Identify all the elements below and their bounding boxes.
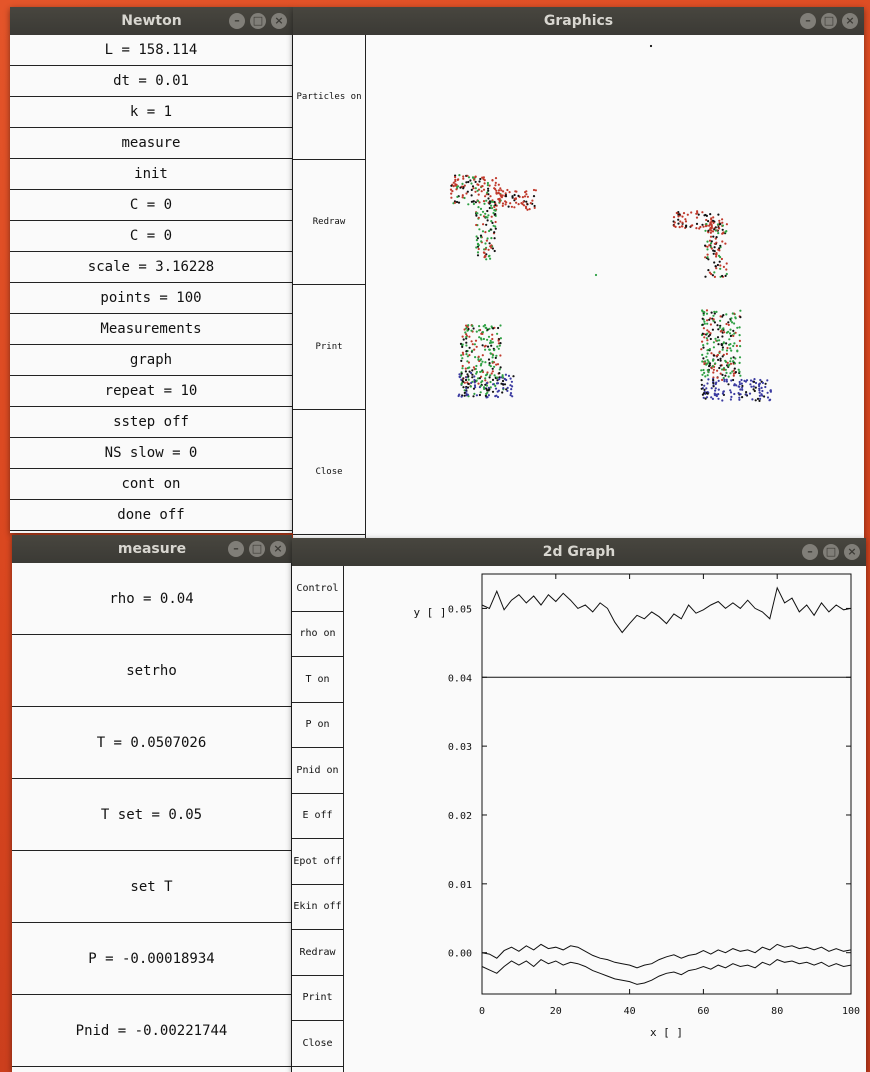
plot-frame: [481, 573, 852, 995]
close-icon[interactable]: ×: [842, 13, 858, 29]
particle-cluster-top-left-arm: [449, 174, 502, 206]
y-tick-label: 0.04: [448, 673, 472, 684]
done-off-button[interactable]: done off: [10, 500, 292, 531]
particle-cluster-bottom-left-base: [457, 371, 515, 399]
close-icon[interactable]: ×: [271, 13, 287, 29]
graph2d-content: Control rho on T on P on Pnid on E off Epot of…: [292, 566, 866, 1072]
graphics-button-column: Particles on Redraw Print Close: [293, 35, 366, 538]
setrho-button[interactable]: setrho: [12, 635, 291, 707]
particle-cluster-bottom-left-body: [459, 324, 502, 386]
x-tick-label: 60: [697, 1006, 709, 1017]
e-off-button[interactable]: E off: [292, 793, 343, 839]
set-t-button[interactable]: set T: [12, 851, 291, 923]
maximize-icon[interactable]: □: [823, 544, 839, 560]
graph2d-title: 2d Graph: [542, 544, 616, 560]
x-tick-label: 40: [624, 1006, 636, 1017]
particle-canvas[interactable]: [366, 35, 864, 538]
maximize-icon[interactable]: □: [250, 13, 266, 29]
graphics-titlebar[interactable]: Graphics – □ ×: [293, 7, 864, 35]
x-tick-label: 80: [771, 1006, 783, 1017]
ekin-off-button[interactable]: Ekin off: [292, 884, 343, 930]
init-button[interactable]: init: [10, 159, 292, 190]
rho-0-04-button[interactable]: rho = 0.04: [12, 563, 291, 635]
x-tick-label: 20: [550, 1006, 562, 1017]
graph-button[interactable]: graph: [10, 345, 292, 376]
particle-cluster-top-left-stem: [475, 199, 497, 261]
pnid-on-button[interactable]: Pnid on: [292, 748, 343, 794]
measure-titlebar[interactable]: measure – □ ×: [12, 535, 292, 563]
t-0-0507026-button[interactable]: T = 0.0507026: [12, 707, 291, 779]
redraw-button[interactable]: Redraw: [293, 160, 365, 285]
t-set-0-05-button[interactable]: T set = 0.05: [12, 779, 291, 851]
ns-slow-0-button[interactable]: NS slow = 0: [10, 438, 292, 469]
y-tick-label: 0.01: [448, 880, 472, 891]
c-0-button[interactable]: C = 0: [10, 221, 292, 252]
graphics-title: Graphics: [543, 13, 614, 29]
l-158-114-button[interactable]: L = 158.114: [10, 35, 292, 66]
newton-button-list: L = 158.114 dt = 0.01 k = 1 measure init C = …: [10, 35, 293, 533]
c-0-button[interactable]: C = 0: [10, 190, 292, 221]
repeat-10-button[interactable]: repeat = 10: [10, 376, 292, 407]
x-tick-label: 0: [479, 1006, 485, 1017]
measurements-button[interactable]: Measurements: [10, 314, 292, 345]
y-tick-label: 0.05: [448, 604, 472, 615]
close-button[interactable]: Close: [293, 410, 365, 535]
graphics-window: Graphics – □ × Particles on Redraw Print Cl…: [293, 7, 864, 538]
pnid-0-00221744-button[interactable]: Pnid = -0.00221744: [12, 995, 291, 1067]
maximize-icon[interactable]: □: [249, 541, 265, 557]
t-on-button[interactable]: T on: [292, 657, 343, 703]
particle-cluster-bottom-right-base: [700, 377, 772, 402]
dt-0-01-button[interactable]: dt = 0.01: [10, 66, 292, 97]
series-line-t: [481, 586, 852, 634]
print-button[interactable]: Print: [292, 975, 343, 1021]
x-axis-label: x [ ]: [650, 1026, 683, 1039]
k-1-button[interactable]: k = 1: [10, 97, 292, 128]
stray-particle: [594, 273, 598, 277]
particles-on-button[interactable]: Particles on: [293, 35, 365, 160]
redraw-button[interactable]: Redraw: [292, 930, 343, 976]
x-tick-label: 100: [842, 1006, 860, 1017]
y-axis-label: y [ ]: [413, 606, 446, 619]
minimize-icon[interactable]: –: [228, 541, 244, 557]
close-icon[interactable]: ×: [844, 544, 860, 560]
points-100-button[interactable]: points = 100: [10, 283, 292, 314]
minimize-icon[interactable]: –: [802, 544, 818, 560]
epot-off-button[interactable]: Epot off: [292, 839, 343, 885]
stray-particle: [649, 44, 653, 48]
rho-on-button[interactable]: rho on: [292, 611, 343, 657]
series-line-p: [481, 943, 852, 969]
graphics-content: Particles on Redraw Print Close: [293, 35, 864, 538]
graph2d-titlebar[interactable]: 2d Graph – □ ×: [292, 538, 866, 566]
particle-cluster-bottom-right-body: [700, 309, 742, 382]
measure-title: measure: [117, 541, 187, 557]
sstep-off-button[interactable]: sstep off: [10, 407, 292, 438]
p-on-button[interactable]: P on: [292, 702, 343, 748]
particle-cluster-top-right-top: [672, 210, 724, 230]
p-0-00018934-button[interactable]: P = -0.00018934: [12, 923, 291, 995]
control-button[interactable]: Control: [292, 566, 343, 612]
newton-window: Newton – □ × L = 158.114 dt = 0.01 k = 1 me…: [10, 7, 293, 533]
y-tick-label: 0.00: [448, 949, 472, 960]
series-line-pnid: [481, 958, 852, 985]
graph-button-column: Control rho on T on P on Pnid on E off Epot of…: [292, 566, 344, 1072]
newton-title: Newton: [121, 13, 182, 29]
particle-cluster-top-left-branch: [495, 188, 537, 211]
close-icon[interactable]: ×: [270, 541, 286, 557]
scale-3-16228-button[interactable]: scale = 3.16228: [10, 252, 292, 283]
measure-window: measure – □ × rho = 0.04 setrho T = 0.0507…: [12, 535, 292, 1072]
minimize-icon[interactable]: –: [229, 13, 245, 29]
newton-titlebar[interactable]: Newton – □ ×: [10, 7, 293, 35]
print-button[interactable]: Print: [293, 285, 365, 410]
close-button[interactable]: Close: [292, 1021, 343, 1067]
measure-button[interactable]: measure: [10, 128, 292, 159]
cont-on-button[interactable]: cont on: [10, 469, 292, 500]
y-tick-label: 0.03: [448, 742, 472, 753]
y-tick-label: 0.02: [448, 811, 472, 822]
particle-cluster-top-right-body: [704, 221, 728, 278]
line-chart: 0 20 40 60 80 100 0.00 0.01 0.02 0.03 0.04 0.05 x [ …: [413, 573, 860, 1039]
graph2d-window: 2d Graph – □ × Control rho on T on P on Pnid…: [292, 538, 866, 1072]
measure-button-list: rho = 0.04 setrho T = 0.0507026 T set = 0.0…: [12, 563, 292, 1072]
minimize-icon[interactable]: –: [800, 13, 816, 29]
maximize-icon[interactable]: □: [821, 13, 837, 29]
